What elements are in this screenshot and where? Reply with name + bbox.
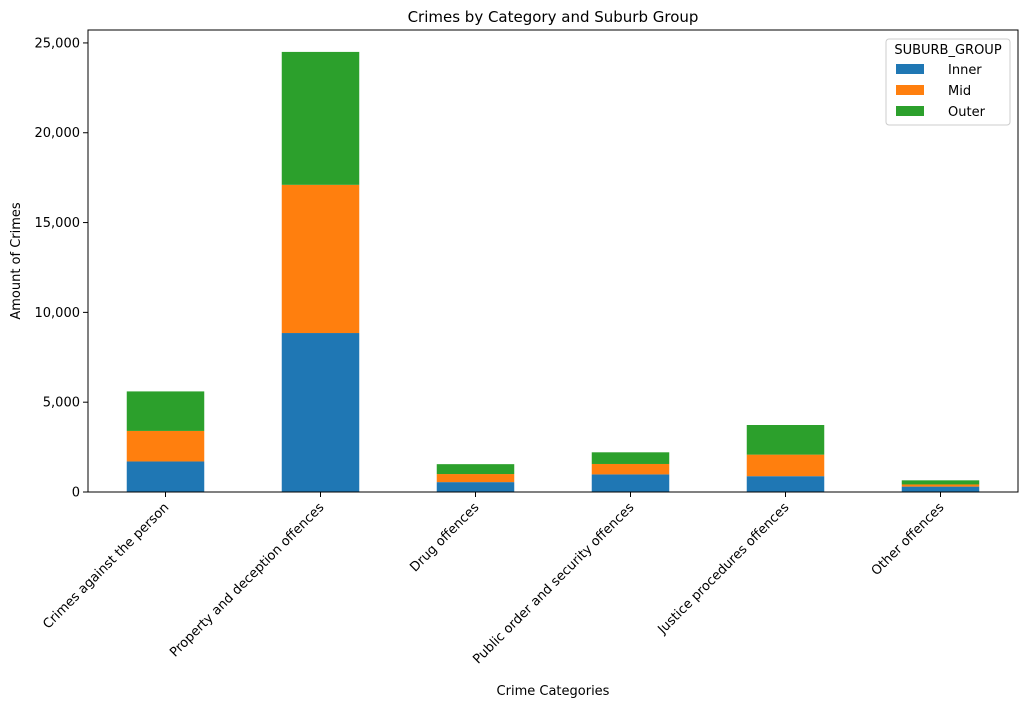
bar-outer-3 xyxy=(591,452,670,464)
legend-swatch-mid xyxy=(896,85,924,95)
y-tick-label-5: 25,000 xyxy=(35,36,81,51)
legend: SUBURB_GROUP Inner Mid Outer xyxy=(885,38,1011,126)
bar-inner-5 xyxy=(901,486,980,492)
bar-mid-4 xyxy=(746,454,825,477)
y-tick-label-2: 10,000 xyxy=(35,306,81,321)
bar-inner-0 xyxy=(126,461,205,492)
y-axis-label: Amount of Crimes xyxy=(9,202,24,320)
bar-mid-0 xyxy=(126,430,205,462)
x-tick-label-1: Property and deception offences xyxy=(167,500,327,660)
bar-outer-0 xyxy=(126,391,205,431)
bars-layer xyxy=(126,51,980,492)
bar-inner-4 xyxy=(746,476,825,492)
legend-label-mid: Mid xyxy=(948,84,971,99)
legend-title: SUBURB_GROUP xyxy=(894,43,1002,58)
bar-inner-2 xyxy=(436,482,515,492)
legend-label-inner: Inner xyxy=(948,63,982,78)
legend-frame xyxy=(885,38,1011,126)
bar-mid-3 xyxy=(591,463,670,475)
x-tick-label-3: Public order and security offences xyxy=(470,500,637,667)
x-tick-label-5: Other offences xyxy=(869,500,948,579)
plot-frame xyxy=(87,29,1019,493)
chart-title: Crimes by Category and Suburb Group xyxy=(408,8,699,26)
legend-swatch-outer xyxy=(896,106,924,116)
legend-swatch-inner xyxy=(896,64,924,74)
y-axis: 0 5,000 10,000 15,000 20,000 25,000 xyxy=(35,36,88,501)
x-axis-label: Crime Categories xyxy=(497,684,610,699)
bar-mid-1 xyxy=(281,184,360,334)
y-tick-label-4: 20,000 xyxy=(35,126,81,141)
bar-outer-5 xyxy=(901,480,980,485)
bar-mid-5 xyxy=(901,484,980,487)
x-tick-label-0: Crimes against the person xyxy=(40,500,172,632)
y-tick-label-1: 5,000 xyxy=(43,396,80,411)
bar-inner-3 xyxy=(591,474,670,492)
bar-mid-2 xyxy=(436,474,515,483)
x-tick-label-2: Drug offences xyxy=(407,500,482,575)
y-tick-label-0: 0 xyxy=(72,486,80,501)
bar-inner-1 xyxy=(281,333,360,492)
y-tick-label-3: 15,000 xyxy=(35,216,81,231)
legend-label-outer: Outer xyxy=(948,105,986,120)
bar-outer-4 xyxy=(746,424,825,455)
bar-outer-1 xyxy=(281,51,360,185)
x-tick-label-4: Justice procedures offences xyxy=(655,500,793,638)
bar-outer-2 xyxy=(436,464,515,475)
